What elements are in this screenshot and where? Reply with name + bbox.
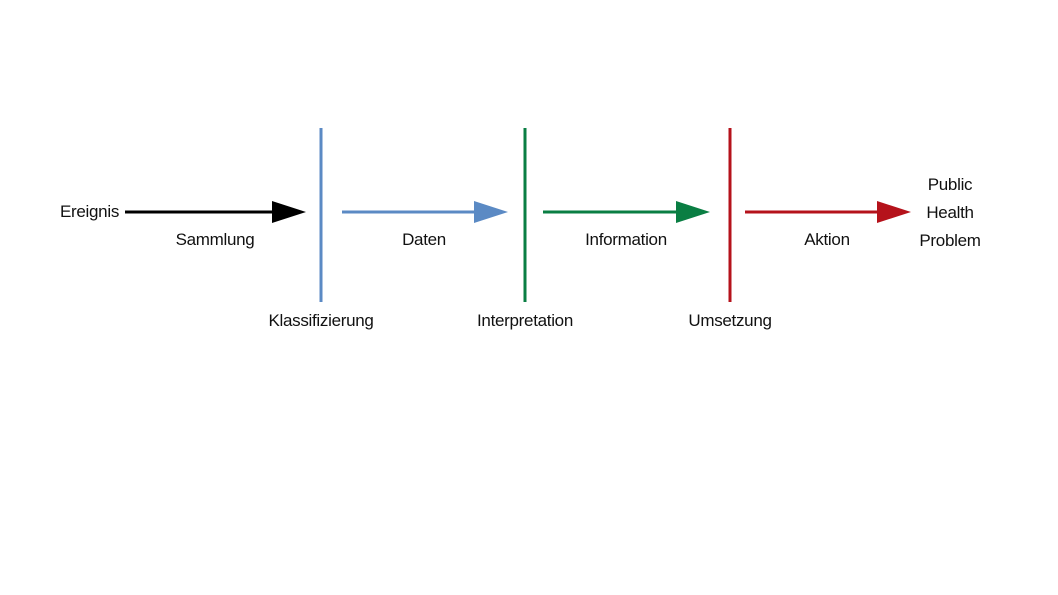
barrier-label-interpretation: Interpretation [477,311,573,330]
end-label: Public Health Problem [919,171,981,255]
arrow-label-sammlung: Sammlung [175,230,255,249]
end-label-line-3: Problem [919,231,981,250]
arrow-label-aktion: Aktion [804,230,850,249]
arrow-sammlung-head [272,201,306,223]
barrier-label-klassifizierung: Klassifizierung [268,311,374,330]
arrow-aktion [745,201,911,223]
arrow-label-information: Information [585,230,667,249]
arrow-aktion-head [877,201,911,223]
arrow-sammlung [125,201,306,223]
end-label-line-2: Health [926,203,974,222]
start-label: Ereignis [60,202,120,221]
arrow-information [543,201,710,223]
end-label-line-1: Public [927,175,973,194]
arrow-daten-head [474,201,508,223]
arrow-information-head [676,201,710,223]
arrow-daten [342,201,508,223]
barrier-label-umsetzung: Umsetzung [688,311,772,330]
arrow-label-daten: Daten [402,230,446,249]
